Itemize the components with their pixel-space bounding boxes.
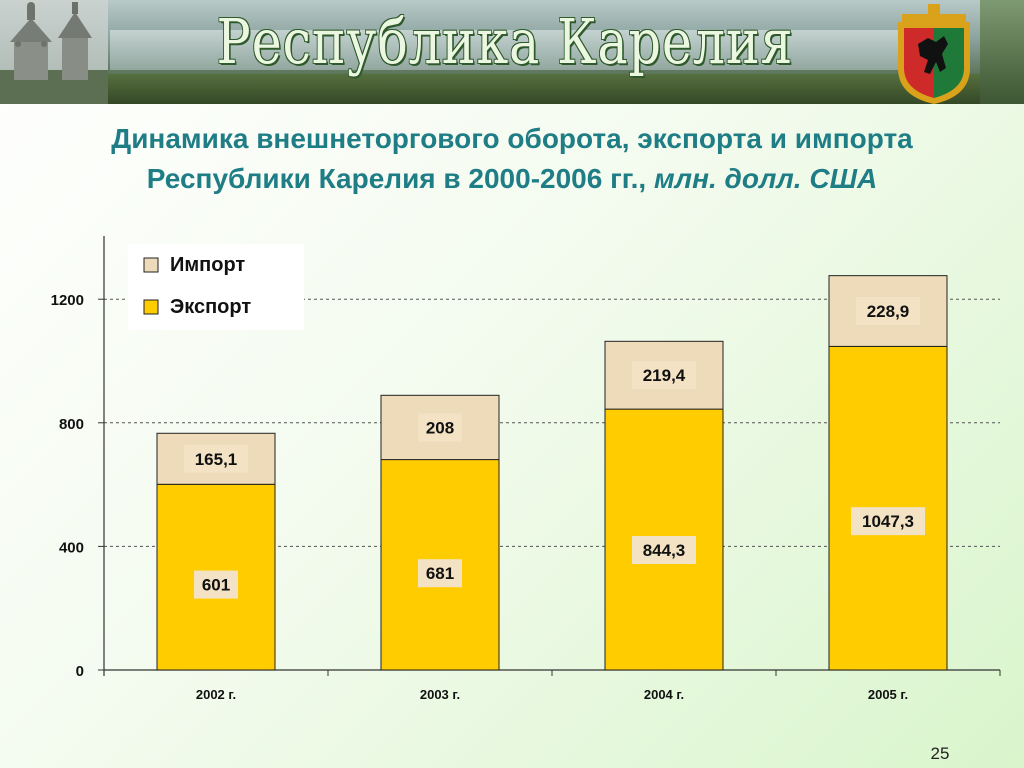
import-data-label: 208 bbox=[426, 418, 454, 437]
legend-swatch bbox=[143, 299, 159, 315]
export-label-box bbox=[194, 570, 238, 599]
y-tick-label: 400 bbox=[59, 539, 84, 556]
export-data-label: 601 bbox=[202, 576, 230, 595]
legend-label: Импорт bbox=[170, 254, 245, 276]
karelia-coat-of-arms-icon bbox=[888, 2, 980, 104]
title-line-1: Динамика внешнеторгового оборота, экспор… bbox=[111, 123, 913, 154]
export-label-box bbox=[851, 507, 925, 536]
import-data-label: 228,9 bbox=[867, 302, 910, 321]
lake-water bbox=[110, 30, 910, 70]
y-tick-label: 1200 bbox=[51, 292, 84, 309]
banner-title: Республика Карелия bbox=[216, 5, 794, 78]
legend-label: Экспорт bbox=[170, 296, 251, 318]
import-data-label: 165,1 bbox=[195, 450, 238, 469]
export-data-label: 844,3 bbox=[643, 541, 686, 560]
shoreline bbox=[0, 74, 1024, 104]
header-banner: Республика Карелия bbox=[0, 0, 1024, 104]
export-data-label: 1047,3 bbox=[862, 512, 914, 531]
import-data-label: 219,4 bbox=[643, 366, 686, 385]
import-label-box bbox=[856, 297, 920, 326]
x-tick-label: 2004 г. bbox=[644, 687, 684, 702]
export-data-label: 681 bbox=[426, 564, 454, 583]
page-title: Динамика внешнеторгового оборота, экспор… bbox=[0, 119, 1024, 199]
y-tick-label: 0 bbox=[76, 663, 84, 680]
wooden-church-icon bbox=[0, 0, 108, 104]
x-tick-label: 2003 г. bbox=[420, 687, 460, 702]
x-tick-label: 2005 г. bbox=[868, 687, 908, 702]
import-label-box bbox=[418, 413, 462, 442]
title-unit: млн. долл. США bbox=[653, 163, 878, 194]
import-label-box bbox=[184, 444, 248, 473]
y-tick-label: 800 bbox=[59, 416, 84, 433]
import-label-box bbox=[632, 361, 696, 390]
legend-swatch bbox=[143, 257, 159, 273]
forest-strip bbox=[980, 0, 1024, 104]
title-line-2-text: Республики Карелия в 2000-2006 гг., bbox=[146, 163, 654, 194]
x-tick-label: 2002 г. bbox=[196, 687, 236, 702]
title-line-2: Республики Карелия в 2000-2006 гг., млн.… bbox=[0, 159, 1024, 199]
page-number: 25 bbox=[930, 744, 950, 763]
export-label-box bbox=[418, 559, 462, 588]
export-label-box bbox=[632, 535, 696, 564]
